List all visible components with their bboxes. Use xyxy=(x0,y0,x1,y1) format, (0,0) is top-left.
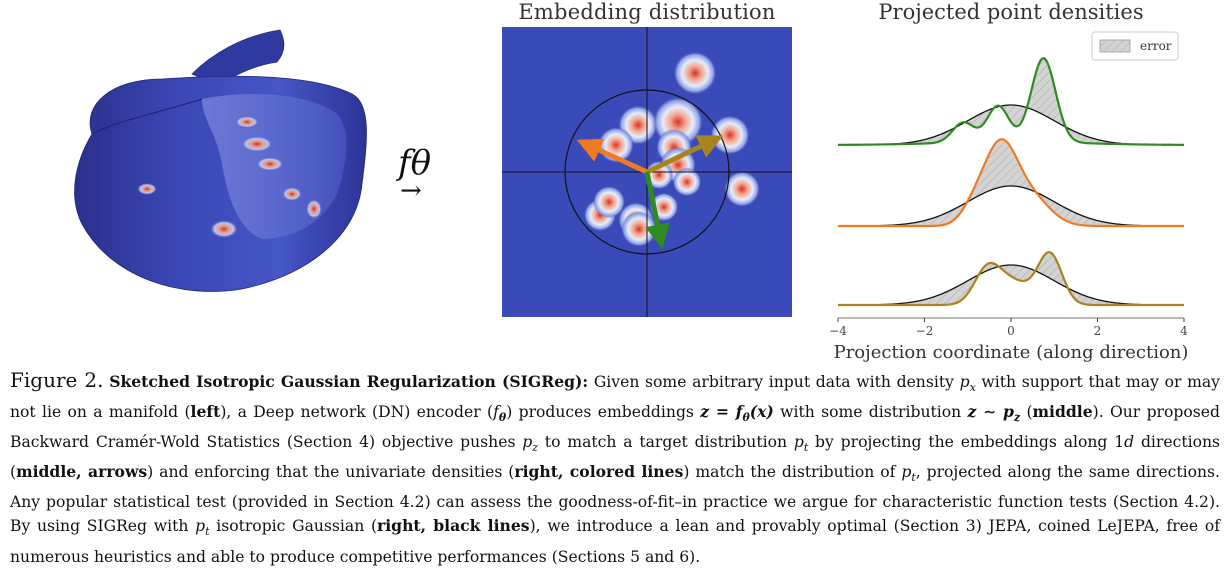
caption-text: to match a target distribution xyxy=(538,433,794,452)
embedding-blobs xyxy=(583,51,760,247)
encoder-arrow: fθ → xyxy=(398,146,438,216)
x-tick-label: −2 xyxy=(916,324,934,338)
math-pz: pz xyxy=(522,433,538,455)
manifold-density-blob xyxy=(306,199,322,219)
legend-error-label: error xyxy=(1140,39,1172,53)
caption-text: ) match the distribution of xyxy=(683,463,902,482)
caption-bold: right, colored lines xyxy=(514,462,684,482)
embedding-density-blob xyxy=(592,185,626,219)
caption-text: with some distribution xyxy=(773,403,968,422)
density-row-green xyxy=(837,57,1185,146)
manifold-density-blob xyxy=(235,116,259,128)
projected-densities-plot: error −4 −2 0 2 4 Projection coordinate (alo… xyxy=(829,31,1189,363)
manifold-illustration xyxy=(74,29,367,292)
unit-circle xyxy=(564,89,730,255)
x-tick-label: 4 xyxy=(1180,324,1188,338)
density-rows xyxy=(837,57,1185,307)
caption-bold: middle xyxy=(1032,402,1093,422)
figure-caption: Figure 2. Sketched Isotropic Gaussian Re… xyxy=(10,368,1220,569)
projected-density-curve-orange xyxy=(838,138,1184,228)
caption-bold: middle, arrows xyxy=(16,462,148,482)
manifold-density-blob xyxy=(256,157,284,171)
caption-title: Sketched Isotropic Gaussian Regularizati… xyxy=(109,372,589,391)
manifold-density-blob xyxy=(210,220,238,238)
caption-text: ( xyxy=(1020,403,1033,422)
math-px: px xyxy=(959,373,976,395)
caption-text: directions ( xyxy=(10,433,1221,482)
math-d: d xyxy=(1124,433,1135,452)
math-pt: pt xyxy=(195,517,210,539)
caption-text: by projecting the embeddings along 1 xyxy=(808,433,1125,452)
caption-text: ) produces embeddings xyxy=(506,403,701,422)
caption-bold: right, black lines xyxy=(377,516,530,536)
manifold-density-blob xyxy=(282,187,302,201)
caption-bold: left xyxy=(190,402,221,422)
caption-text: with support that may or may not lie on … xyxy=(10,373,1220,422)
error-region-green xyxy=(838,58,1184,145)
caption-text: ). Our proposed Backward Cramér-Wold Sta… xyxy=(10,403,1220,452)
direction-arrow-orange xyxy=(576,138,649,175)
x-tick-label: 0 xyxy=(1007,324,1015,338)
x-tick-label: −4 xyxy=(829,324,847,338)
math-z-sim: z ∼ pz xyxy=(967,402,1021,425)
right-arrow-icon: → xyxy=(400,176,422,206)
legend-error-swatch xyxy=(1099,39,1131,53)
projected-density-curve-green xyxy=(837,57,1185,146)
embedding-density-blob xyxy=(673,51,717,95)
x-tick-label: 2 xyxy=(1094,324,1102,338)
direction-arrow-olive xyxy=(645,135,724,175)
manifold-flap xyxy=(191,29,285,87)
math-z-eq: z = fθ(x) xyxy=(700,402,774,425)
x-axis-label: Projection coordinate (along direction) xyxy=(834,342,1189,363)
projection-panel-title: Projected point densities xyxy=(878,0,1144,24)
math-pt: pt xyxy=(901,463,916,485)
caption-text: Given some arbitrary input data with den… xyxy=(588,373,960,391)
reference-gaussian-curve xyxy=(837,264,1185,306)
caption-text: ) and enforcing that the univariate dens… xyxy=(147,463,515,482)
encoder-label: fθ xyxy=(398,143,432,183)
figure-area: fθ → Embedding distribution xyxy=(74,0,1189,363)
direction-arrow-green xyxy=(644,171,670,250)
reference-gaussian-curve xyxy=(837,185,1185,227)
embedding-panel-title: Embedding distribution xyxy=(518,0,776,24)
manifold-density-blob xyxy=(241,136,273,152)
math-ftheta: fθ xyxy=(493,403,507,425)
embedding-density-blob xyxy=(710,115,750,155)
error-region-orange xyxy=(838,139,1184,226)
embedding-density-blob xyxy=(672,167,702,197)
figure-label: Figure 2. xyxy=(10,368,104,392)
caption-text: isotropic Gaussian ( xyxy=(209,517,378,536)
caption-text: ), a Deep network (DN) encoder ( xyxy=(220,403,494,422)
embedding-density-blob xyxy=(621,211,657,247)
density-row-olive xyxy=(837,250,1185,307)
projected-density-curve-olive xyxy=(838,250,1184,307)
math-pt: pt xyxy=(793,433,809,455)
manifold-density-blob xyxy=(137,183,157,195)
error-region-olive xyxy=(838,252,1184,305)
x-axis: −4 −2 0 2 4 Projection coordinate (along dir… xyxy=(829,317,1189,363)
density-row-orange xyxy=(837,138,1185,228)
embedding-distribution-plot xyxy=(502,27,792,317)
legend: error xyxy=(1091,31,1179,61)
embedding-density-blob xyxy=(724,171,760,207)
